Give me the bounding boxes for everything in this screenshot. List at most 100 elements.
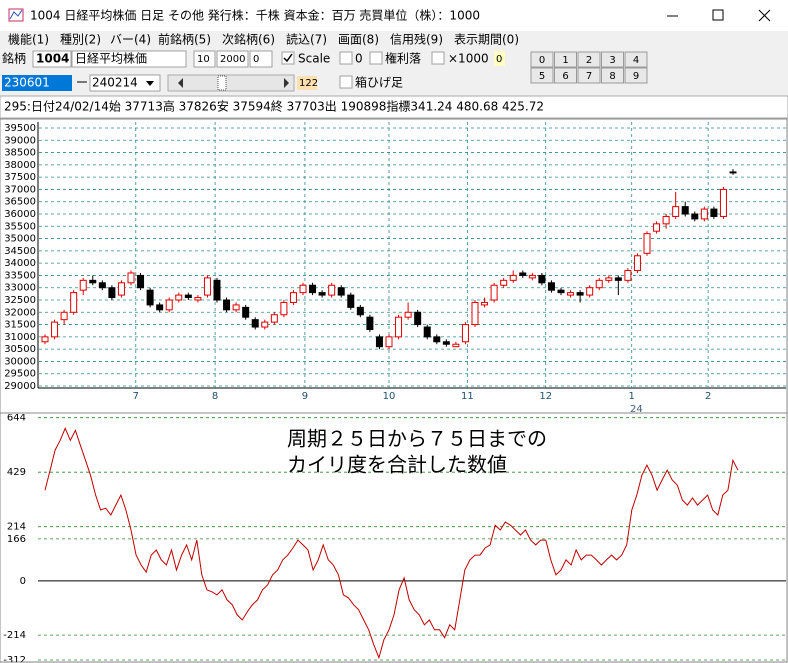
- number-button[interactable]: [530, 51, 554, 68]
- y-tick-label: 214: [7, 522, 26, 533]
- candle-body: [309, 284, 317, 294]
- y-tick-label: 37500: [4, 172, 36, 183]
- y-tick-label: 38500: [4, 148, 36, 159]
- number-button[interactable]: [554, 67, 577, 84]
- y-tick-label: 36000: [4, 209, 36, 220]
- scroll-thumb[interactable]: [217, 75, 227, 91]
- candle-body: [490, 284, 498, 301]
- x1000-value-bg: [494, 51, 505, 66]
- candle-body: [404, 311, 412, 318]
- candle-body: [624, 270, 632, 281]
- candle-body: [538, 274, 546, 284]
- candle-body: [51, 321, 59, 338]
- candle-body: [595, 279, 603, 289]
- number-button[interactable]: [601, 51, 624, 68]
- rights-checkbox[interactable]: [369, 51, 383, 65]
- code-input[interactable]: [32, 50, 72, 68]
- candle-body: [203, 277, 211, 296]
- field1-value: 10: [197, 54, 210, 65]
- y-tick-label: 31000: [4, 332, 36, 343]
- indicator-line: [44, 427, 739, 660]
- count-bg: [297, 76, 317, 90]
- candle-body: [261, 321, 269, 328]
- end-date-combo[interactable]: [89, 74, 161, 92]
- candle-body: [672, 206, 680, 217]
- menu-item[interactable]: 機能(1): [8, 32, 49, 47]
- y-tick-label: 34000: [4, 258, 36, 269]
- y-tick-label: 34500: [4, 246, 36, 257]
- candle-body: [471, 301, 479, 326]
- field1-input[interactable]: [193, 50, 216, 68]
- number-buttons: 0 1 2 3 4 5 6 7 8 9: [530, 51, 648, 84]
- menu-item[interactable]: 次銘柄(6): [222, 32, 275, 47]
- number-button[interactable]: [577, 67, 601, 84]
- candle-body: [337, 287, 345, 296]
- rights-label: 権利落: [385, 51, 421, 66]
- scroll-left[interactable]: [178, 78, 183, 88]
- candle-body: [213, 279, 221, 301]
- number-button[interactable]: [554, 51, 577, 68]
- zero-checkbox[interactable]: [339, 51, 353, 65]
- menu-item[interactable]: 表示期間(0): [454, 33, 519, 47]
- y-tick-label: 35500: [4, 221, 36, 232]
- menu-item[interactable]: 信用残(9): [390, 33, 443, 47]
- menu-item[interactable]: 前銘柄(5): [158, 32, 211, 47]
- scroll-right[interactable]: [284, 78, 289, 88]
- boxplot-checkbox[interactable]: [339, 75, 353, 89]
- start-date-input[interactable]: [2, 75, 72, 91]
- x1000-checkbox[interactable]: [431, 51, 445, 65]
- candle-body: [586, 287, 594, 296]
- candle-body: [481, 301, 489, 306]
- y-tick-label: 30000: [4, 356, 36, 367]
- menu-item[interactable]: 画面(8): [338, 33, 379, 47]
- scale-checkbox[interactable]: [281, 51, 295, 65]
- code-label: 銘柄: [2, 51, 26, 66]
- y-tick-label: 38000: [4, 160, 36, 171]
- field3-input[interactable]: [249, 50, 273, 68]
- scrollbar[interactable]: [167, 74, 295, 92]
- y-tick-label: 32000: [4, 307, 36, 318]
- candle-body: [729, 171, 737, 174]
- field2-input[interactable]: [216, 50, 249, 68]
- x-tick-label: 12: [539, 391, 552, 402]
- maximize-button[interactable]: [712, 9, 724, 21]
- candle-body: [41, 336, 49, 343]
- number-button[interactable]: [577, 51, 601, 68]
- number-button[interactable]: [624, 51, 648, 68]
- number-button-label: 1: [562, 55, 568, 66]
- candle-body: [719, 188, 727, 217]
- candle-body: [557, 289, 565, 294]
- y-tick-label: 29500: [4, 369, 36, 380]
- field2-value: 2000: [220, 54, 245, 65]
- number-button-label: 2: [586, 55, 592, 66]
- close-button[interactable]: [758, 9, 771, 22]
- candle-body: [175, 294, 183, 301]
- y-tick-label: 166: [7, 534, 26, 545]
- window-title: 1004 日経平均株価 日足 その他 発行株：千株 資本金：百万 売買単位（株）…: [30, 8, 480, 23]
- app-icon: [8, 8, 24, 22]
- candle-body: [299, 284, 307, 294]
- menu-item[interactable]: バー(4): [110, 33, 151, 47]
- candle-body: [576, 292, 584, 296]
- menu-item[interactable]: 種別(2): [60, 33, 101, 47]
- candle-body: [89, 279, 97, 284]
- end-date: 240214: [92, 76, 138, 90]
- candle-body: [509, 274, 517, 281]
- candle-body: [117, 282, 125, 296]
- start-date: 230601: [4, 76, 50, 90]
- candle-body: [461, 324, 469, 343]
- candle-body: [442, 341, 450, 345]
- menu-item[interactable]: 読込(7): [286, 32, 327, 47]
- candle-body: [414, 311, 422, 326]
- number-button[interactable]: [601, 67, 624, 84]
- x-tick-label: 10: [383, 391, 396, 402]
- candle-body: [681, 206, 689, 215]
- number-button[interactable]: [624, 67, 648, 84]
- x-tick-label: 7: [133, 391, 139, 402]
- x1000-label: ×1000: [448, 52, 489, 66]
- scale-label: Scale: [298, 52, 330, 66]
- candle-body: [700, 208, 708, 220]
- number-button[interactable]: [530, 67, 554, 84]
- name-input[interactable]: [71, 50, 187, 68]
